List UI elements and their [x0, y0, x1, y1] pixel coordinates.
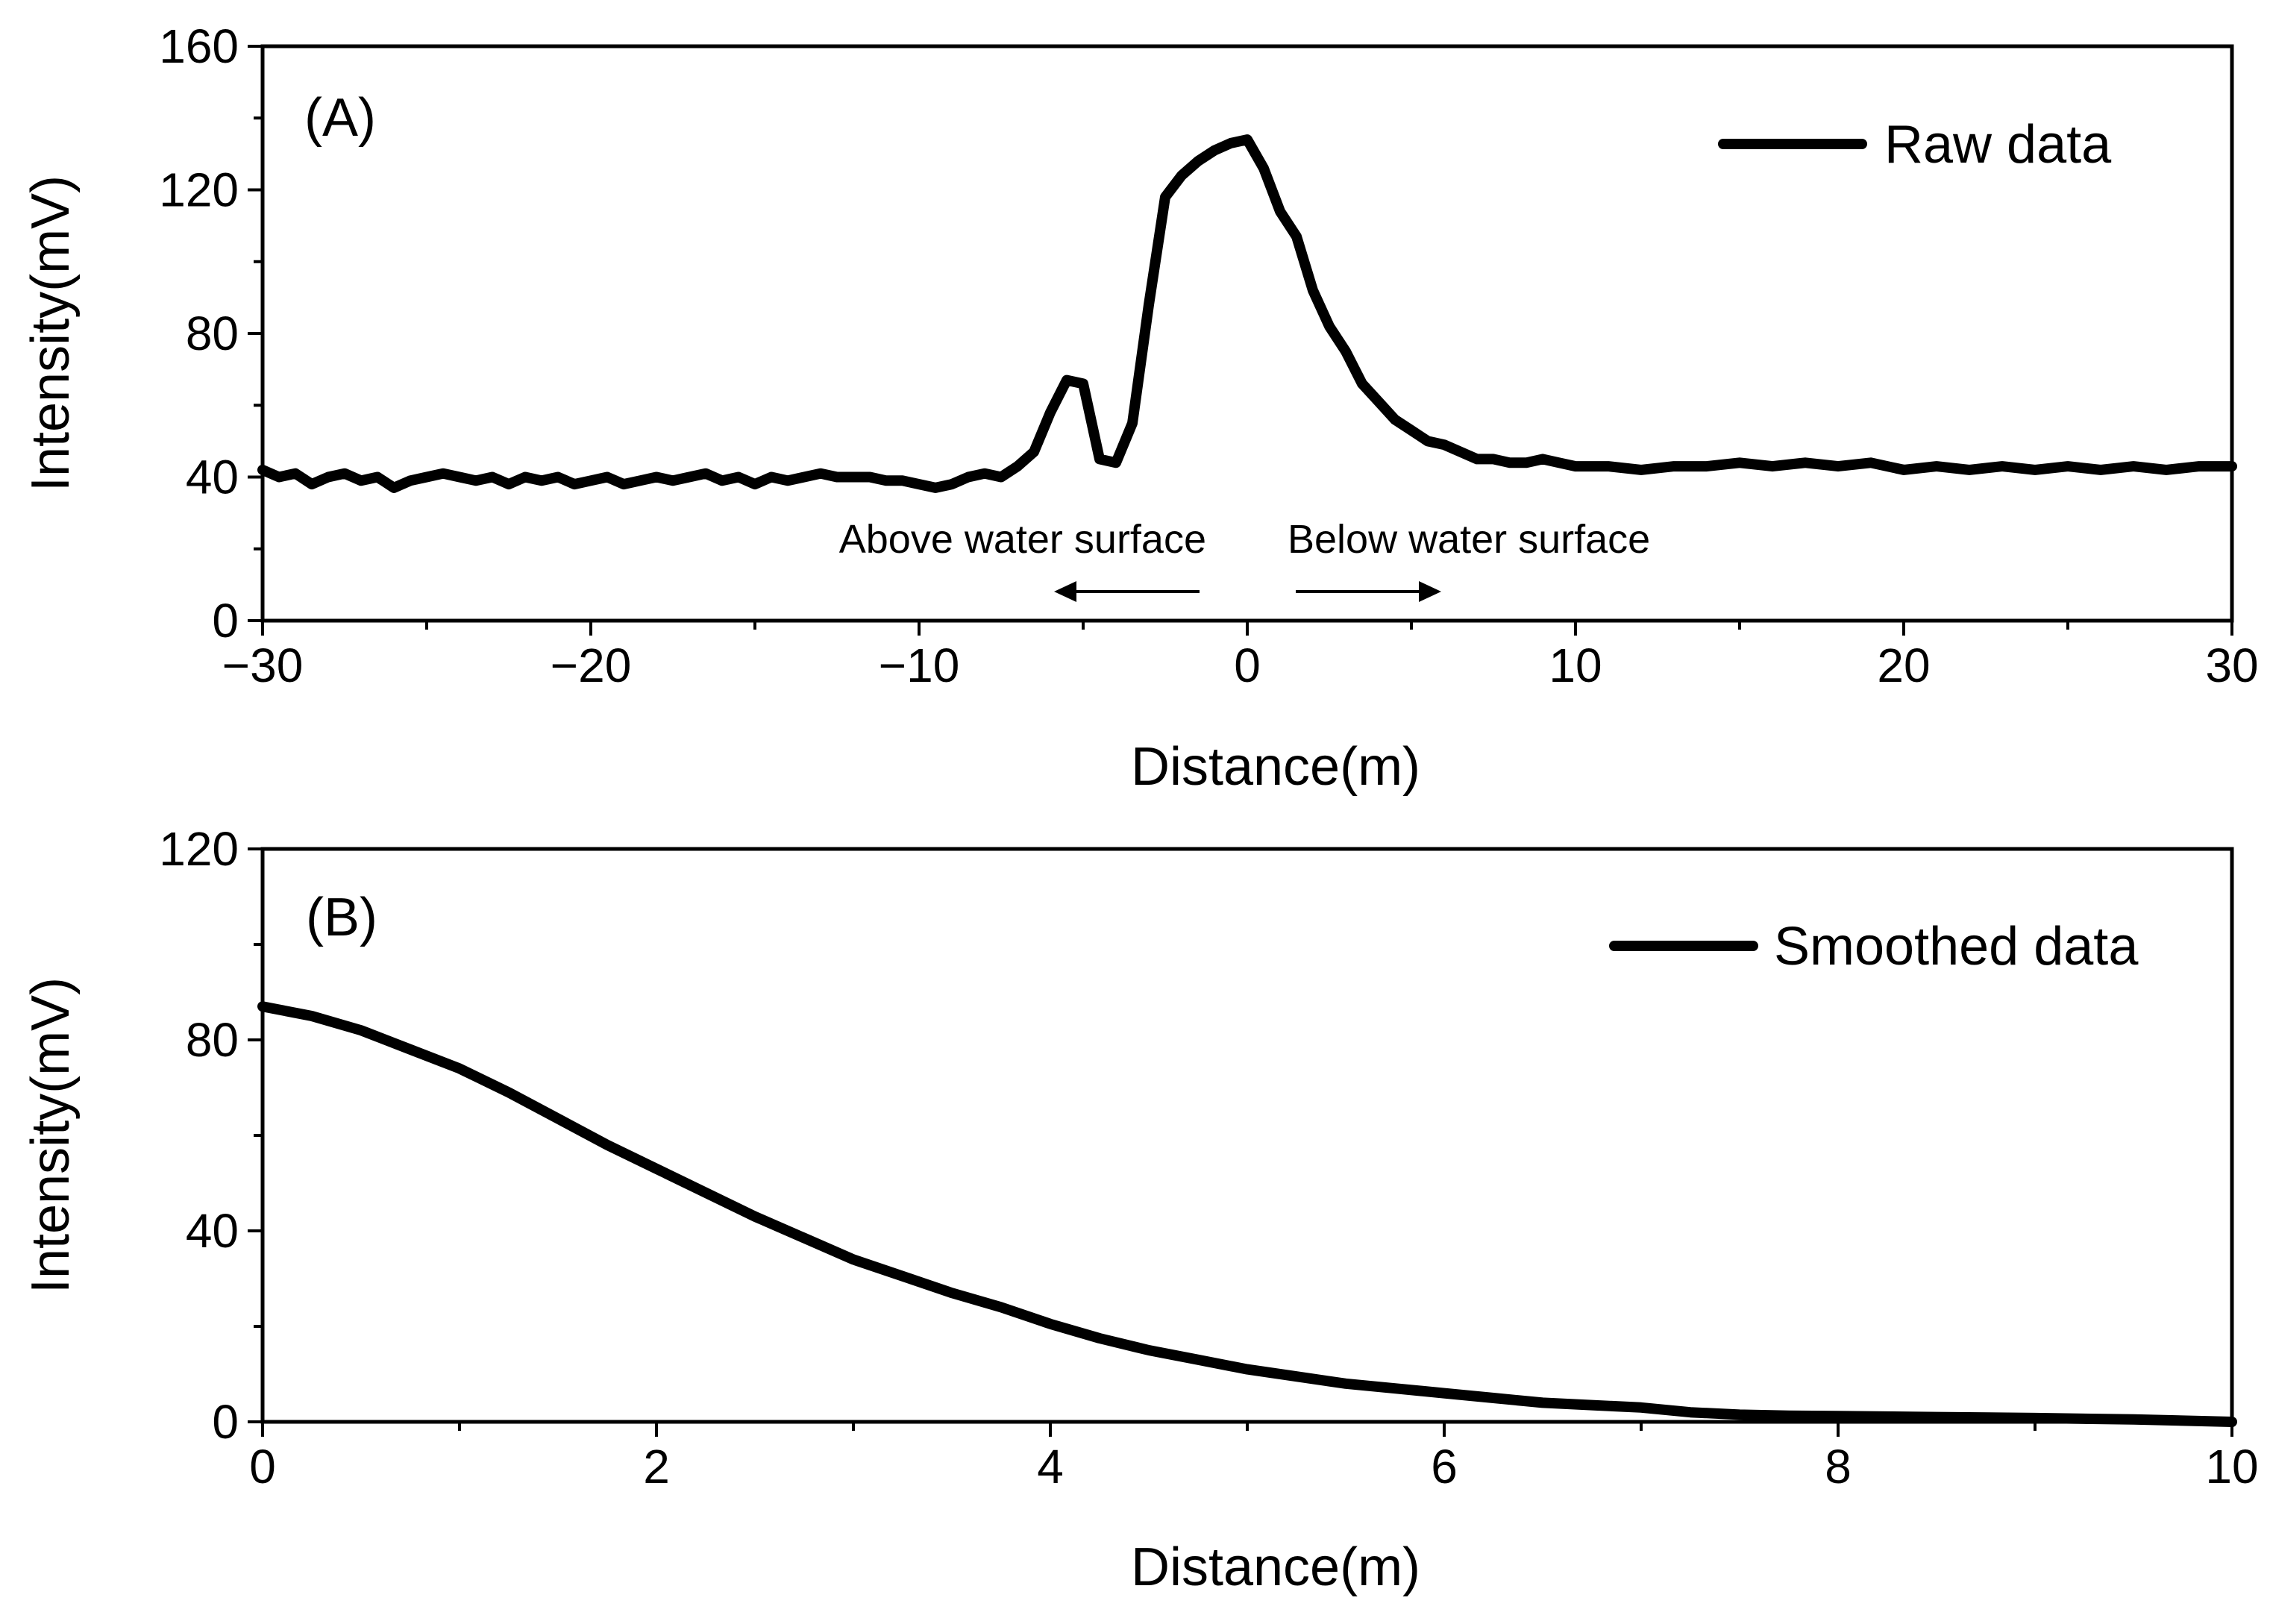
panel-a-x-tick-label: 10 — [1549, 639, 1602, 692]
panel-b-label: (B) — [306, 888, 377, 947]
panel-a-ticks — [248, 45, 2233, 636]
panel-a-y-tick-label: 0 — [212, 594, 239, 648]
panel-a-x-tick-label: −20 — [551, 639, 632, 692]
panel-b-ticks — [248, 847, 2233, 1437]
panel-b-tick-labels: 0 2 4 6 8 10 0 40 80 120 — [159, 822, 2258, 1493]
panel-a-y-tick-label: 40 — [186, 451, 239, 504]
panel-a-x-tick-label: −30 — [222, 639, 304, 692]
panel-a-x-tick-label: −10 — [879, 639, 960, 692]
panel-b-y-axis-title: Intensity(mV) — [21, 977, 81, 1294]
panel-b-y-tick-label: 0 — [212, 1395, 239, 1449]
panel-b-smoothed-data-line — [257, 1001, 2237, 1427]
panel-b-x-tick-label: 0 — [249, 1440, 276, 1493]
panel-a-label: (A) — [304, 88, 376, 148]
panel-b-y-tick-label: 120 — [159, 822, 239, 876]
panel-a-y-tick-label: 120 — [159, 163, 239, 217]
panel-b-x-tick-label: 6 — [1431, 1440, 1458, 1493]
panel-b-legend-label: Smoothed data — [1774, 917, 2139, 976]
panel-a: −30 −20 −10 0 10 20 30 0 40 80 120 160 (A) Raw data… — [21, 19, 2259, 797]
annotation-above-water: Above water surface — [839, 517, 1206, 562]
panel-a-tick-labels: −30 −20 −10 0 10 20 30 0 40 80 120 160 — [159, 19, 2258, 692]
panel-b-x-axis-title: Distance(m) — [1131, 1537, 1420, 1597]
panel-a-x-tick-label: 30 — [2205, 639, 2258, 692]
panel-b-x-tick-label: 2 — [643, 1440, 670, 1493]
panel-b-y-tick-label: 80 — [186, 1013, 239, 1067]
panel-a-y-tick-label: 80 — [186, 307, 239, 360]
panel-a-x-axis-title: Distance(m) — [1131, 737, 1420, 797]
panel-b: 0 2 4 6 8 10 0 40 80 120 (B) Smoothed data Distan… — [21, 822, 2259, 1597]
panel-a-raw-data-line — [257, 134, 2237, 493]
annotation-below-water-arrowhead — [1419, 581, 1441, 602]
panel-a-x-tick-label: 0 — [1234, 639, 1261, 692]
panel-b-y-tick-label: 40 — [186, 1204, 239, 1258]
annotation-below-water: Below water surface — [1288, 517, 1650, 562]
panel-a-y-axis-title: Intensity(mV) — [21, 175, 81, 492]
panel-a-x-tick-label: 20 — [1877, 639, 1930, 692]
annotation-above-water-arrowhead — [1054, 581, 1076, 602]
panel-b-x-tick-label: 8 — [1825, 1440, 1852, 1493]
panel-b-x-tick-label: 10 — [2205, 1440, 2258, 1493]
panel-a-y-tick-label: 160 — [159, 19, 239, 73]
panel-a-legend-label: Raw data — [1884, 115, 2112, 175]
panel-b-x-tick-label: 4 — [1037, 1440, 1064, 1493]
